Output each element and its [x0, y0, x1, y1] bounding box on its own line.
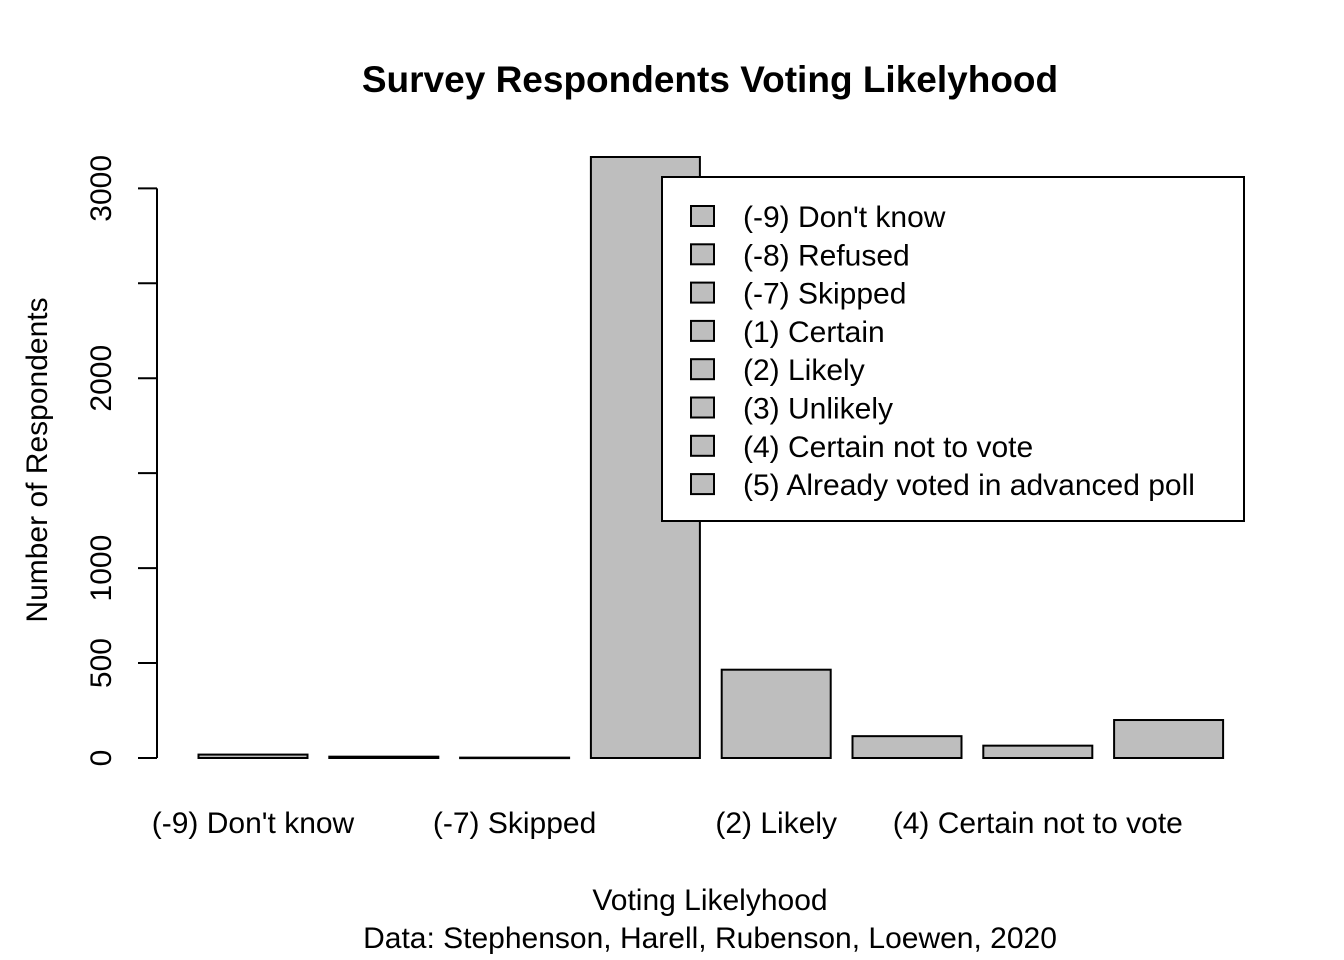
y-tick-label: 3000	[85, 155, 118, 222]
y-axis: 0 500 1000 2000 3000	[85, 155, 158, 767]
x-tick-label: (-7) Skipped	[433, 807, 596, 840]
y-axis-label: Number of Respondents	[21, 297, 54, 622]
legend-swatch	[690, 205, 715, 227]
bar	[851, 735, 963, 760]
legend-swatch	[690, 319, 715, 342]
legend-box	[661, 176, 1245, 522]
bar	[459, 756, 571, 760]
bar	[1113, 719, 1225, 759]
x-tick-label: (4) Certain not to vote	[893, 807, 1183, 840]
legend-label: (4) Certain not to vote	[743, 431, 1033, 464]
x-tick-labels: (-9) Don't know (-7) Skipped (2) Likely (4)…	[152, 807, 1183, 840]
x-tick-label: (2) Likely	[715, 807, 837, 840]
legend-swatch	[690, 243, 715, 266]
y-tick-label: 2000	[85, 345, 118, 412]
legend-label: (3) Unlikely	[743, 393, 893, 426]
legend-swatch	[690, 281, 715, 304]
y-tick-label: 500	[85, 638, 118, 688]
legend-label: (-7) Skipped	[743, 278, 906, 311]
y-tick-label: 0	[85, 750, 118, 767]
legend-swatch	[690, 396, 715, 419]
bar	[982, 744, 1094, 759]
legend-label: (2) Likely	[743, 354, 865, 387]
legend-label: (-8) Refused	[743, 239, 910, 272]
legend-swatch	[690, 358, 715, 381]
x-axis-label: Voting Likelyhood	[592, 884, 827, 917]
legend-swatch	[690, 434, 715, 457]
chart-title: Survey Respondents Voting Likelyhood	[362, 59, 1058, 100]
bar	[328, 755, 440, 760]
legend-label: (1) Certain	[743, 316, 885, 349]
y-tick-label: 1000	[85, 535, 118, 602]
legend-swatch	[690, 473, 715, 496]
chart-caption: Data: Stephenson, Harell, Rubenson, Loew…	[363, 922, 1057, 955]
legend-label: (5) Already voted in advanced poll	[743, 469, 1195, 502]
bar	[720, 668, 832, 759]
legend-label: (-9) Don't know	[743, 201, 946, 234]
x-tick-label: (-9) Don't know	[152, 807, 355, 840]
bar	[197, 753, 309, 759]
legend: (-9) Don't know (-8) Refused (-7) Skipped (…	[661, 176, 1245, 522]
